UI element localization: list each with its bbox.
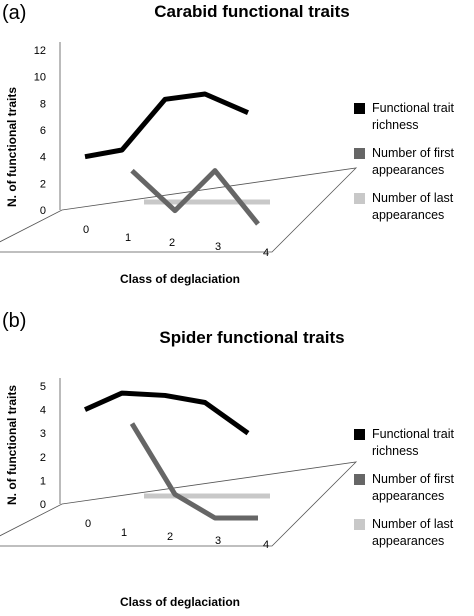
series-line: [130, 168, 260, 226]
legend-label: Number of first appearances: [372, 146, 454, 177]
legend-label: Number of first appearances: [372, 472, 454, 503]
x-axis-label: Class of deglaciation: [119, 595, 241, 609]
chart-title: Carabid functional traits: [154, 2, 350, 21]
y-tick-label: 4: [40, 405, 46, 417]
y-tick-label: 0: [40, 205, 46, 217]
x-tick-label: 2: [169, 237, 175, 249]
x-axis-label: Class of deglaciation: [119, 272, 241, 286]
legend-item: Number of last appearances: [354, 516, 472, 550]
chart-panel-a: (a) Carabid functional traits N. of func…: [0, 2, 472, 286]
y-tick-label: 1: [40, 475, 46, 487]
legend-label: Number of last appearances: [372, 191, 454, 222]
legend-swatch: [354, 474, 365, 485]
chart-title: Spider functional traits: [159, 328, 345, 347]
legend-swatch: [354, 193, 365, 204]
y-tick-label: 3: [40, 428, 46, 440]
floor-plane: [0, 461, 358, 547]
legend-swatch: [354, 148, 365, 159]
legend-swatch: [354, 103, 365, 114]
x-tick-label: 4: [263, 247, 269, 259]
x-tick-label: 0: [83, 224, 89, 236]
y-tick-label: 12: [34, 45, 46, 57]
y-tick-label: 6: [40, 125, 46, 137]
plot-area: 0 1 2 3 4 5 0 1 2 3 4: [0, 378, 358, 551]
x-tick-label: 3: [215, 535, 221, 547]
series-line: [84, 91, 249, 160]
x-tick-label: 4: [263, 539, 269, 551]
legend-item: Number of first appearances: [354, 145, 472, 179]
x-tick-label: 2: [167, 531, 173, 543]
floor-plane: [0, 167, 358, 253]
series-line: [129, 422, 258, 521]
legend: Functional trait richness Number of firs…: [354, 426, 472, 561]
chart-panel-b: (b) Spider functional traits N. of funct…: [0, 308, 474, 616]
x-tick-label: 1: [121, 527, 127, 539]
y-tick-label: 5: [40, 381, 46, 393]
x-tick-label: 0: [85, 518, 91, 530]
y-tick-label: 0: [40, 499, 46, 511]
legend-item: Number of last appearances: [354, 190, 472, 224]
y-tick-label: 2: [40, 452, 46, 464]
x-tick-label: 1: [125, 232, 131, 244]
legend: Functional trait richness Number of firs…: [354, 100, 472, 235]
legend-label: Number of last appearances: [372, 517, 454, 548]
legend-label: Functional trait richness: [372, 427, 454, 458]
panel-letter: (a): [2, 2, 27, 24]
legend-item: Functional trait richness: [354, 426, 472, 460]
y-tick-label: 8: [40, 98, 46, 110]
legend-swatch: [354, 519, 365, 530]
y-tick-label: 10: [34, 72, 46, 84]
panel-letter: (b): [2, 310, 27, 332]
legend-item: Number of first appearances: [354, 471, 472, 505]
legend-label: Functional trait richness: [372, 101, 454, 132]
x-tick-label: 3: [215, 241, 221, 253]
legend-item: Functional trait richness: [354, 100, 472, 134]
y-tick-label: 2: [40, 178, 46, 190]
series-line: [83, 390, 250, 436]
legend-swatch: [354, 429, 365, 440]
y-tick-label: 4: [40, 152, 46, 164]
